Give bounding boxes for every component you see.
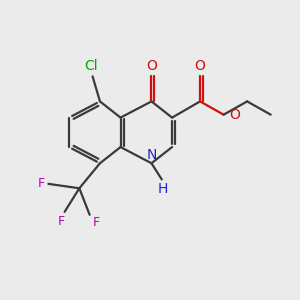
Text: F: F xyxy=(93,216,100,229)
Text: N: N xyxy=(146,148,157,162)
Text: F: F xyxy=(58,215,65,228)
Text: F: F xyxy=(38,177,45,190)
Text: O: O xyxy=(229,108,240,122)
Text: H: H xyxy=(158,182,168,197)
Text: Cl: Cl xyxy=(84,58,98,73)
Text: O: O xyxy=(146,59,157,73)
Text: O: O xyxy=(195,59,206,73)
